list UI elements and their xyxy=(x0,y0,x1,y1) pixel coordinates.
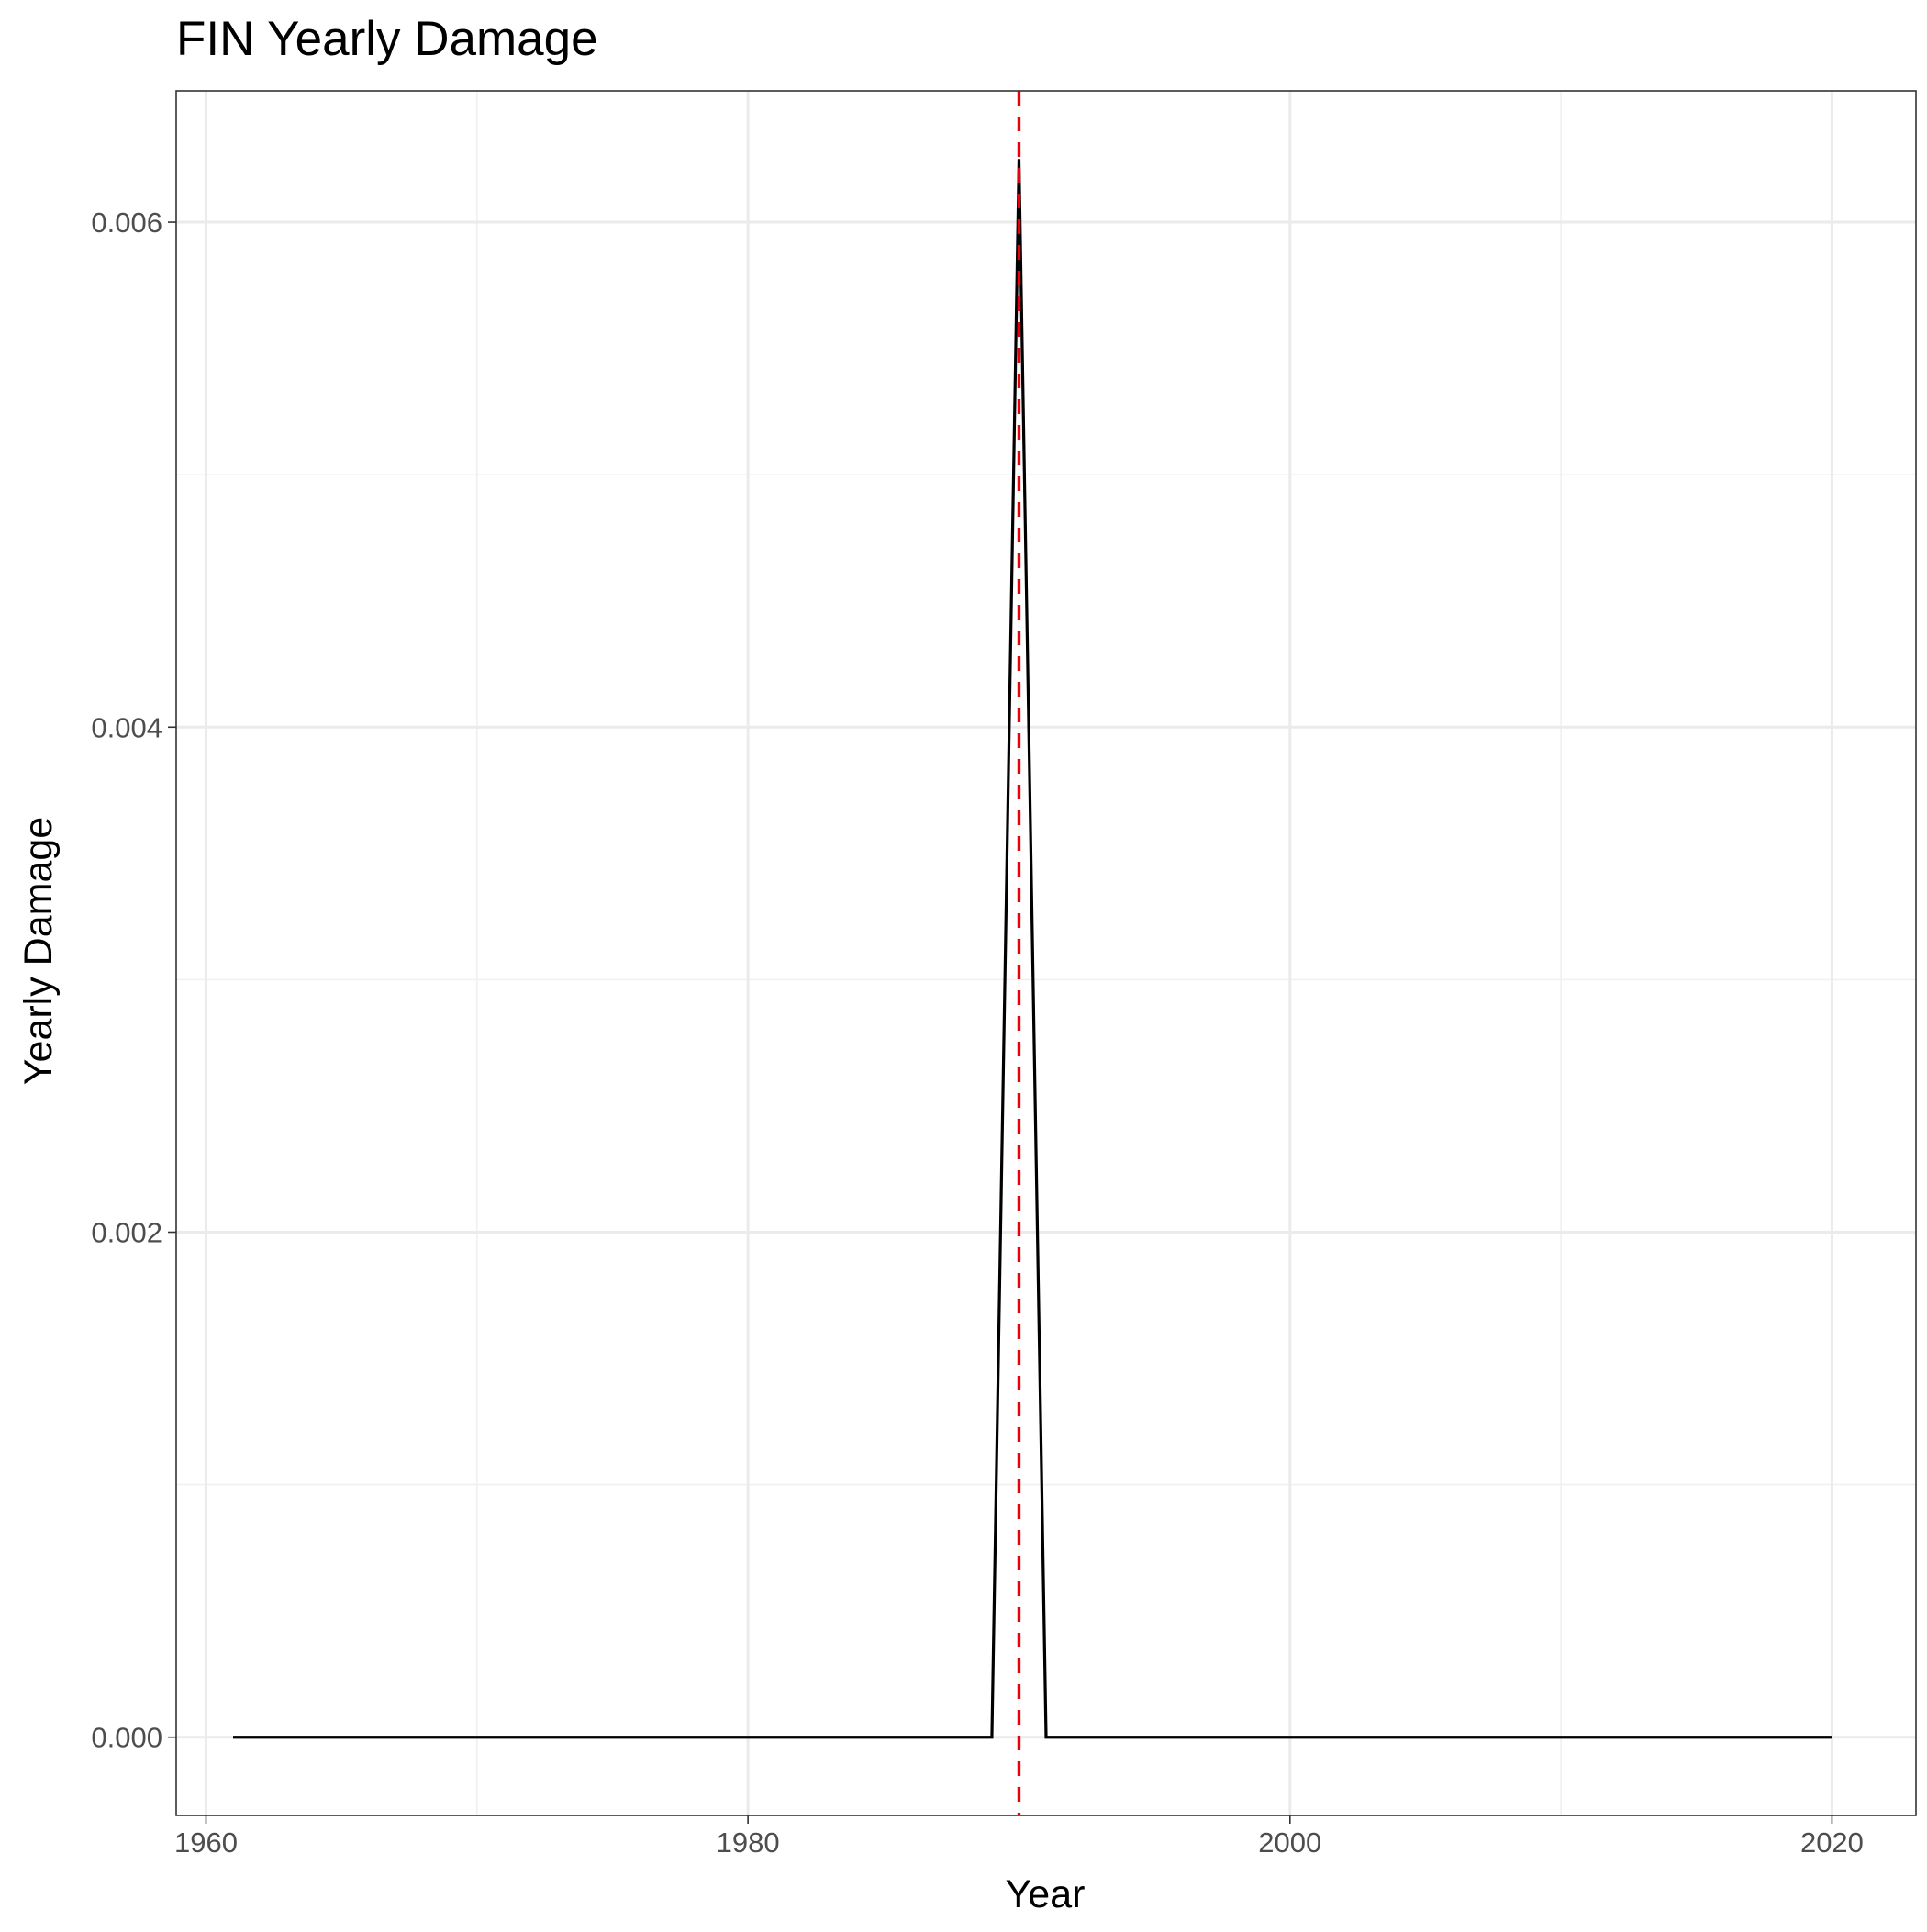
chart-title: FIN Yearly Damage xyxy=(176,12,598,66)
data-line xyxy=(233,159,1832,1739)
x-tick-label: 1960 xyxy=(174,1826,238,1859)
y-tick-label: 0.004 xyxy=(91,711,162,743)
x-tick-label: 1980 xyxy=(717,1826,780,1859)
y-axis-title: Yearly Damage xyxy=(17,817,61,1085)
panel-background xyxy=(176,91,1916,1815)
y-axis: 0.000 0.002 0.004 0.006 xyxy=(91,207,176,1754)
y-tick-label: 0.006 xyxy=(91,207,162,239)
plot-panel xyxy=(175,90,1917,1816)
x-axis: 1960 1980 2000 2020 xyxy=(174,1815,1864,1859)
y-tick-label: 0.000 xyxy=(91,1722,162,1754)
y-tick-label: 0.002 xyxy=(91,1216,162,1248)
x-axis-title: Year xyxy=(1006,1872,1086,1916)
x-tick-label: 2000 xyxy=(1258,1826,1321,1859)
x-tick-label: 2020 xyxy=(1800,1826,1864,1859)
panel-border xyxy=(175,90,1917,1816)
series-layer xyxy=(233,159,1832,1739)
